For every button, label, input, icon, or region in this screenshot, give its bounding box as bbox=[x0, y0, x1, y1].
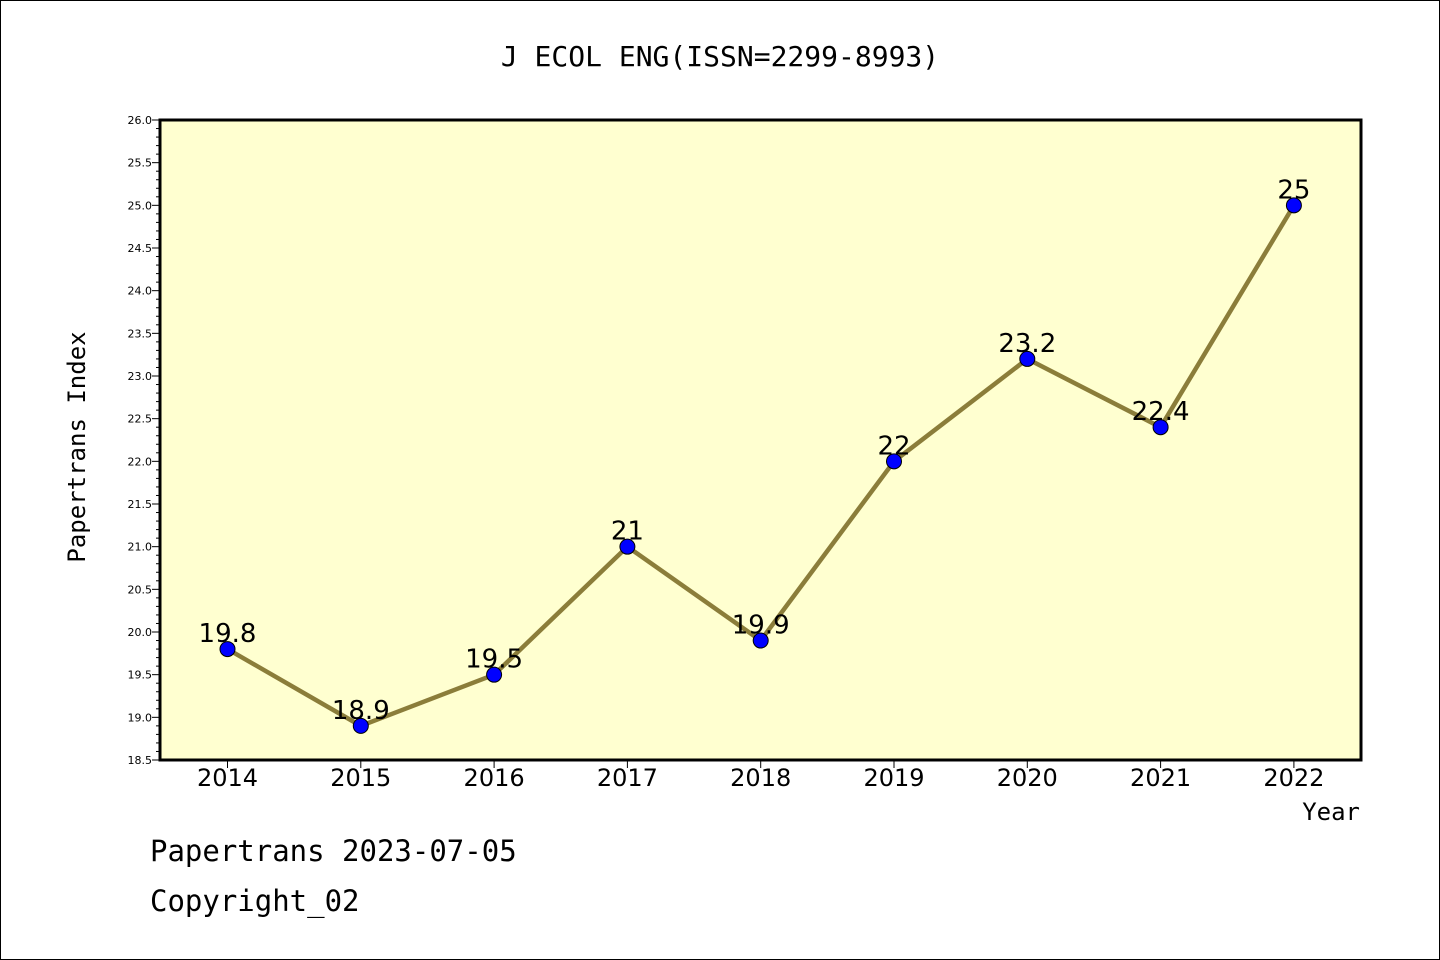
x-axis: 2014 2015 2016 2017 2018 2019 2020 2021 2022 bbox=[197, 760, 1324, 792]
y-tick-label: 21.0 bbox=[128, 541, 153, 554]
data-label: 22.4 bbox=[1132, 397, 1190, 427]
data-label: 18.9 bbox=[332, 696, 390, 726]
y-tick-label: 22.5 bbox=[128, 413, 153, 426]
y-tick-label: 23.5 bbox=[128, 327, 153, 340]
data-point bbox=[219, 641, 236, 658]
x-tick-label: 2018 bbox=[730, 764, 791, 792]
data-label: 19.8 bbox=[199, 619, 257, 649]
data-label: 19.5 bbox=[465, 645, 523, 675]
x-tick-label: 2022 bbox=[1263, 764, 1324, 792]
y-tick-label: 23.0 bbox=[128, 370, 153, 383]
data-label: 19.9 bbox=[732, 611, 790, 641]
y-tick-label: 24.5 bbox=[128, 242, 153, 255]
data-label: 23.2 bbox=[998, 329, 1056, 359]
y-tick-label: 22.0 bbox=[128, 455, 153, 468]
data-label: 21 bbox=[611, 517, 644, 547]
y-tick-label: 20.0 bbox=[128, 626, 153, 639]
data-point bbox=[486, 666, 503, 683]
data-point bbox=[619, 538, 636, 555]
x-tick-label: 2020 bbox=[997, 764, 1058, 792]
y-tick-label: 19.5 bbox=[128, 669, 153, 682]
y-tick-label: 18.5 bbox=[128, 754, 153, 767]
data-point bbox=[1152, 419, 1169, 436]
series-markers bbox=[219, 197, 1302, 734]
data-point bbox=[886, 453, 902, 470]
footer-copyright: Copyright_02 bbox=[150, 884, 360, 918]
data-point bbox=[752, 632, 769, 649]
data-labels: 19.8 18.9 19.5 21 19.9 22 23.2 22.4 25 bbox=[199, 175, 1311, 726]
x-axis-label: Year bbox=[1302, 798, 1360, 826]
plot-area bbox=[158, 118, 1363, 762]
y-tick-label: 26.0 bbox=[128, 114, 153, 127]
data-point bbox=[1019, 350, 1036, 367]
x-tick-label: 2016 bbox=[464, 764, 525, 792]
x-tick-label: 2021 bbox=[1130, 764, 1191, 792]
y-tick-label: 21.5 bbox=[128, 498, 153, 511]
data-point bbox=[1285, 197, 1302, 214]
x-tick-label: 2014 bbox=[197, 764, 258, 792]
x-tick-label: 2017 bbox=[597, 764, 658, 792]
footer-date: Papertrans 2023-07-05 bbox=[150, 834, 517, 868]
y-tick-label: 25.5 bbox=[128, 157, 153, 170]
data-point bbox=[352, 717, 369, 734]
x-tick-label: 2015 bbox=[330, 764, 391, 792]
y-tick-label: 24.0 bbox=[128, 285, 153, 298]
x-tick-label: 2019 bbox=[863, 764, 924, 792]
y-axis: 18.5 19.0 19.5 20.0 20.5 21.0 21.5 22.0 22.5 23.0… bbox=[128, 114, 160, 767]
y-axis-label: Papertrans Index bbox=[63, 331, 91, 562]
y-tick-label: 20.5 bbox=[128, 583, 153, 596]
chart-title: J ECOL ENG(ISSN=2299-8993) bbox=[501, 40, 939, 73]
y-tick-label: 19.0 bbox=[128, 711, 153, 724]
data-label: 25 bbox=[1277, 175, 1310, 205]
y-tick-label: 25.0 bbox=[128, 199, 153, 212]
data-label: 22 bbox=[877, 431, 910, 461]
